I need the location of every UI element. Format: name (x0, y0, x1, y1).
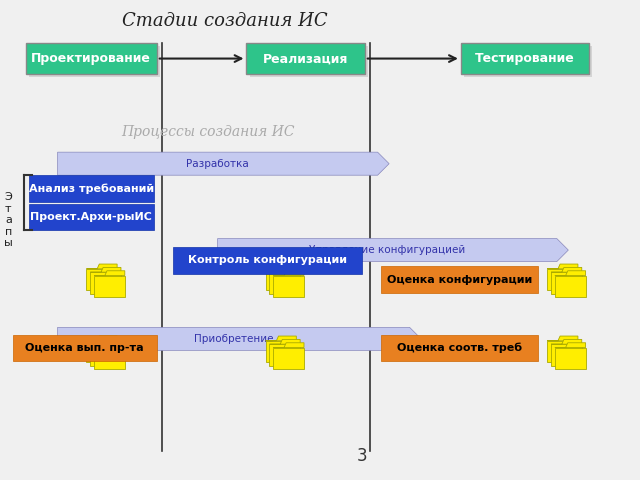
Polygon shape (94, 348, 125, 369)
Polygon shape (273, 348, 304, 369)
Polygon shape (547, 264, 578, 269)
Polygon shape (547, 341, 578, 362)
Polygon shape (269, 344, 300, 366)
Polygon shape (86, 269, 117, 290)
Polygon shape (555, 271, 586, 276)
Text: Управление конфигурацией: Управление конфигурацией (309, 245, 465, 255)
Bar (13, 335, 157, 361)
Text: Процессы создания ИС: Процессы создания ИС (122, 125, 295, 139)
Polygon shape (555, 343, 586, 348)
Polygon shape (90, 344, 121, 366)
Polygon shape (218, 239, 568, 262)
Polygon shape (551, 344, 582, 366)
Polygon shape (58, 327, 421, 350)
Text: Приобретение: Приобретение (194, 334, 273, 344)
FancyBboxPatch shape (464, 46, 592, 77)
Polygon shape (86, 264, 117, 269)
Bar (381, 266, 538, 293)
Polygon shape (269, 267, 300, 272)
Polygon shape (58, 152, 389, 175)
Polygon shape (86, 336, 117, 341)
Text: Проект.Архи-рыИС: Проект.Архи-рыИС (30, 212, 152, 222)
Polygon shape (266, 336, 296, 341)
Text: Э
т
а
п
ы: Э т а п ы (4, 192, 13, 249)
Bar (29, 175, 154, 202)
Polygon shape (94, 343, 125, 348)
Polygon shape (273, 343, 304, 348)
Polygon shape (273, 271, 304, 276)
Text: Стадии создания ИС: Стадии создания ИС (122, 12, 327, 30)
Text: Тестирование: Тестирование (475, 52, 575, 65)
FancyBboxPatch shape (461, 43, 589, 74)
FancyBboxPatch shape (26, 43, 157, 74)
Text: Разработка: Разработка (186, 159, 249, 168)
Polygon shape (266, 341, 296, 362)
Polygon shape (269, 272, 300, 294)
Polygon shape (555, 276, 586, 297)
Text: Оценка конфигурации: Оценка конфигурации (387, 275, 532, 285)
Polygon shape (90, 267, 121, 272)
Polygon shape (94, 276, 125, 297)
Bar (173, 247, 362, 274)
Text: 3: 3 (356, 447, 367, 465)
Polygon shape (547, 269, 578, 290)
FancyBboxPatch shape (250, 46, 368, 77)
Text: Проектирование: Проектирование (31, 52, 151, 65)
Polygon shape (547, 336, 578, 341)
Bar (29, 204, 154, 230)
Polygon shape (551, 339, 582, 344)
FancyBboxPatch shape (246, 43, 365, 74)
Text: Анализ требований: Анализ требований (29, 183, 154, 193)
FancyBboxPatch shape (29, 46, 160, 77)
Text: Контроль конфигурации: Контроль конфигурации (188, 255, 347, 265)
Polygon shape (86, 341, 117, 362)
Polygon shape (273, 276, 304, 297)
Text: Оценка вып. пр-та: Оценка вып. пр-та (26, 343, 144, 353)
Polygon shape (266, 269, 296, 290)
Text: Оценка соотв. треб: Оценка соотв. треб (397, 343, 522, 353)
Polygon shape (266, 264, 296, 269)
Text: Реализация: Реализация (263, 52, 348, 65)
Polygon shape (551, 267, 582, 272)
Polygon shape (94, 271, 125, 276)
Polygon shape (90, 339, 121, 344)
Polygon shape (90, 272, 121, 294)
Polygon shape (551, 272, 582, 294)
Bar (381, 335, 538, 361)
Polygon shape (555, 348, 586, 369)
Polygon shape (269, 339, 300, 344)
